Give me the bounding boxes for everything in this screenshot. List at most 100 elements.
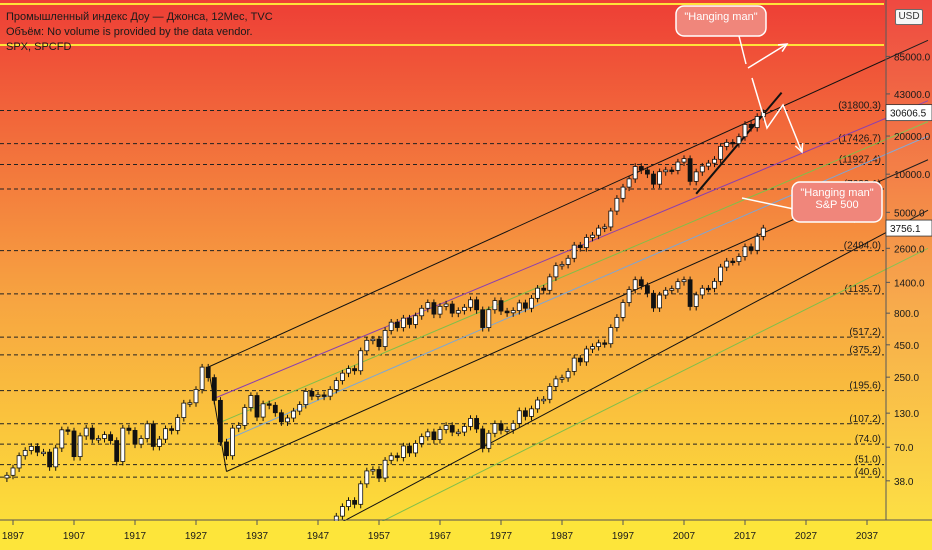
- dji-candle: [724, 141, 730, 147]
- spx-candle: [577, 357, 583, 363]
- legend-compare[interactable]: SPX, SPCFD: [6, 41, 72, 53]
- x-tick-label: 2027: [795, 531, 818, 542]
- spx-candle: [553, 378, 559, 387]
- spx-candle: [687, 279, 693, 307]
- dji-candle: [16, 455, 22, 469]
- dji-candle: [529, 297, 534, 309]
- y-tick-label: 800.0: [894, 309, 919, 320]
- spx-candle: [358, 483, 364, 505]
- spx-candle: [565, 370, 571, 379]
- level-label: (517.2): [849, 327, 881, 338]
- dji-candle: [577, 244, 583, 248]
- level-label: (40.6): [855, 467, 881, 478]
- currency-button[interactable]: USD: [895, 9, 923, 25]
- y-tick-label: 450.0: [894, 341, 919, 352]
- dji-candle: [187, 402, 193, 405]
- y-tick-label: 250.0: [894, 373, 919, 384]
- dji-candle: [260, 403, 266, 418]
- dji-candle: [693, 171, 699, 182]
- spx-candle: [614, 316, 620, 328]
- dji-candle: [327, 389, 333, 397]
- dji-candle: [175, 417, 181, 431]
- spx-candle: [748, 246, 754, 251]
- x-tick-label: 2007: [673, 531, 696, 542]
- dji-candle: [492, 300, 498, 311]
- dji-candle: [669, 169, 675, 172]
- spx-candle: [474, 418, 480, 430]
- dji-candle: [504, 310, 510, 314]
- spx-candle: [486, 432, 492, 449]
- dji-candle: [651, 173, 656, 185]
- level-label: (195.6): [849, 381, 881, 392]
- spx-candle: [602, 342, 608, 345]
- price-tag: [885, 219, 932, 237]
- spx-candle: [364, 470, 370, 485]
- x-tick-label: 1907: [63, 531, 86, 542]
- level-label: (375.2): [849, 345, 881, 356]
- highlight-bands: [0, 3, 884, 46]
- spx-candle: [571, 357, 577, 372]
- dji-candle: [59, 429, 65, 449]
- spx-candle: [608, 327, 614, 345]
- dji-candle: [455, 310, 461, 314]
- spx-candle: [669, 288, 675, 291]
- y-tick-label: 20000.0: [894, 132, 931, 143]
- spx-candle: [455, 431, 461, 434]
- dji-candle: [516, 302, 522, 311]
- dji-candle: [321, 394, 327, 397]
- dji-candle: [706, 162, 711, 167]
- spx-candle: [632, 279, 638, 290]
- dji-candle: [102, 434, 107, 439]
- spx-candle: [706, 287, 711, 291]
- dji-candle: [413, 315, 419, 325]
- spx-candle: [529, 408, 534, 417]
- legend-title[interactable]: Промышленный индекс Доу — Джонса, 12Мес,…: [6, 11, 273, 23]
- price-tag-label: 30606.5: [890, 109, 927, 120]
- spx-candle: [370, 469, 376, 472]
- spx-candle: [510, 422, 516, 431]
- dji-candle: [352, 368, 358, 372]
- dji-candle: [632, 166, 638, 180]
- spx-candle: [657, 294, 662, 309]
- spx-candle: [480, 428, 486, 449]
- dji-candle: [382, 330, 388, 347]
- y-tick-label: 5000.0: [894, 208, 925, 219]
- y-tick-label: 38.0: [894, 477, 914, 488]
- spx-candle: [388, 455, 394, 461]
- dji-candle: [638, 166, 644, 171]
- x-axis-strip: [0, 521, 932, 550]
- dji-candle: [266, 403, 272, 406]
- x-tick-label: 1997: [612, 531, 635, 542]
- spx-candle: [498, 423, 504, 431]
- dji-candle: [138, 438, 144, 445]
- x-tick-label: 1967: [429, 531, 452, 542]
- spx-candle: [663, 289, 669, 296]
- dji-candle: [510, 310, 516, 314]
- spx-candle: [425, 431, 431, 438]
- dji-candle: [236, 425, 242, 429]
- x-tick-label: 1977: [490, 531, 513, 542]
- dji-candle: [96, 438, 101, 441]
- dji-candle: [358, 350, 364, 372]
- spx-candle: [754, 235, 760, 251]
- dji-candle: [89, 427, 95, 440]
- horizontal-levels: (31800.3)(17426.7)(11927.4)(7639.1)(2494…: [0, 101, 884, 478]
- dji-candle: [224, 441, 229, 457]
- dji-candle: [28, 446, 34, 451]
- spx-candle: [394, 455, 400, 458]
- dji-candle: [547, 276, 553, 291]
- dji-candle: [272, 404, 278, 414]
- dji-candle: [608, 210, 614, 228]
- x-tick-label: 1957: [368, 531, 391, 542]
- dji-candle: [83, 427, 89, 437]
- y-tick-label: 130.0: [894, 409, 919, 420]
- spx-candle: [352, 500, 358, 505]
- dji-channel-mid-green: [220, 121, 929, 423]
- spx-candle: [376, 469, 382, 479]
- dji-candle: [461, 306, 467, 311]
- projection-arrow-down: [751, 77, 803, 153]
- dji-candle: [407, 317, 412, 325]
